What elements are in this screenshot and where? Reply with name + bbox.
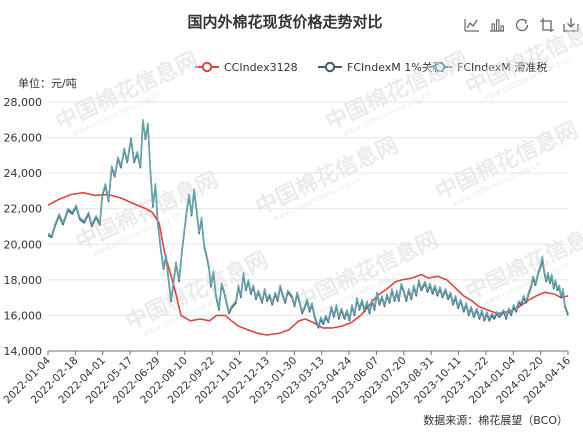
legend-item[interactable]: FCIndexM 1%关税 bbox=[318, 60, 444, 74]
refresh-icon[interactable] bbox=[514, 17, 530, 33]
watermark-text: 中国棉花信息网 bbox=[52, 47, 203, 136]
legend-label: FCIndexM 1%关税 bbox=[347, 60, 444, 74]
y-axis: 14,000 16,000 18,000 20,000 22,000 24,000 26,0… bbox=[4, 96, 43, 358]
y-tick-label: 14,000 bbox=[4, 345, 43, 358]
x-axis: 2022-01-042022-02-182022-04-012022-05-17… bbox=[1, 351, 573, 406]
y-tick-label: 18,000 bbox=[4, 274, 43, 287]
watermark-text: 中国棉花信息网 bbox=[72, 167, 223, 256]
bar-chart-icon[interactable] bbox=[489, 17, 505, 33]
chart-title: 国内外棉花现货价格走势对比 bbox=[187, 13, 382, 31]
legend-marker bbox=[434, 61, 446, 73]
y-tick-label: 26,000 bbox=[4, 132, 43, 145]
line-chart-icon[interactable] bbox=[464, 17, 480, 33]
legend: CCIndex3128 FCIndexM 1%关税 FCIndexM 滑准税 bbox=[195, 60, 547, 74]
series-line-1 bbox=[47, 191, 569, 336]
legend-label: CCIndex3128 bbox=[224, 61, 298, 74]
watermark-text: 中国棉花信息网 bbox=[432, 117, 583, 206]
save-image-icon[interactable] bbox=[563, 17, 579, 33]
watermark-text: 中国棉花信息网 bbox=[122, 247, 273, 336]
series-line-3 bbox=[47, 119, 569, 327]
y-tick-label: 28,000 bbox=[4, 96, 43, 109]
y-tick-label: 24,000 bbox=[4, 167, 43, 180]
unit-label: 单位：元/吨 bbox=[18, 76, 77, 90]
legend-marker bbox=[201, 61, 213, 73]
y-tick-label: 22,000 bbox=[4, 203, 43, 216]
legend-label: FCIndexM 滑准税 bbox=[457, 60, 547, 74]
legend-item[interactable]: FCIndexM 滑准税 bbox=[428, 60, 547, 74]
series-group bbox=[47, 119, 569, 336]
data-view-icon[interactable] bbox=[539, 17, 555, 33]
data-source: 数据来源：棉花展望（BCO） bbox=[423, 413, 568, 427]
y-tick-label: 20,000 bbox=[4, 238, 43, 251]
watermark-text: 中国棉花信息网 bbox=[252, 132, 403, 221]
y-tick-label: 16,000 bbox=[4, 309, 43, 322]
legend-marker bbox=[324, 61, 336, 73]
legend-item[interactable]: CCIndex3128 bbox=[195, 61, 298, 74]
toolbar bbox=[464, 17, 579, 33]
grid bbox=[48, 101, 568, 352]
